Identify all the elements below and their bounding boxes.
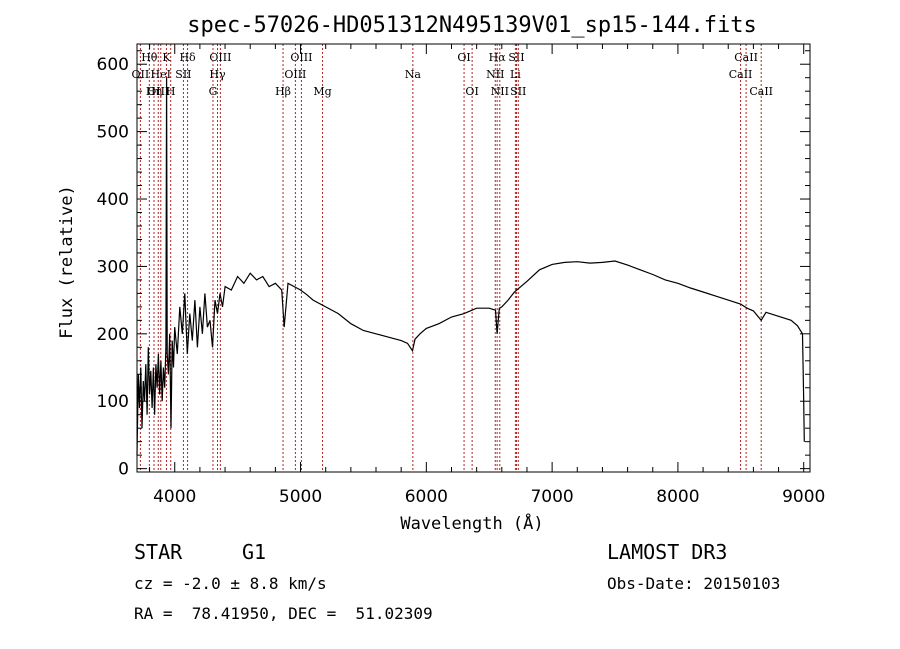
object-class: STAR xyxy=(134,540,183,564)
y-tick-label: 100 xyxy=(97,392,129,412)
spectral-line-label: SII xyxy=(510,85,526,98)
x-tick-label: 7000 xyxy=(530,487,573,507)
spectral-line-label: Hγ xyxy=(209,68,226,81)
spectral-line-label: OII xyxy=(132,68,150,81)
data-layer xyxy=(136,77,805,456)
x-tick-label: 8000 xyxy=(656,487,699,507)
y-tick-label: 300 xyxy=(97,257,129,277)
spectral-line-label: Li xyxy=(510,68,521,81)
y-tick-label: 400 xyxy=(97,190,129,210)
spectral-line-label: OI xyxy=(457,51,470,64)
spectral-line-label: G xyxy=(209,85,218,98)
y-tick-label: 200 xyxy=(97,325,129,345)
spectrum-line xyxy=(136,77,805,456)
x-tick-label: 9000 xyxy=(782,487,825,507)
spectral-line-label: OIII xyxy=(209,51,231,64)
spectral-line-label: OIII xyxy=(290,51,312,64)
spectral-line-label: H xyxy=(166,85,176,98)
x-tick-label: 4000 xyxy=(153,487,196,507)
object-subclass: G1 xyxy=(242,540,267,564)
spectral-line-label: OIII xyxy=(147,85,169,98)
x-tick-label: 6000 xyxy=(405,487,448,507)
spectral-line-label: SII xyxy=(175,68,191,81)
spectral-line-label: HeI xyxy=(151,68,171,81)
spectral-line-label: SII xyxy=(508,51,524,64)
spectral-line-label: Na xyxy=(405,68,422,81)
axis-ticks: 4000 5000 6000 7000 8000 9000 0 100 200 300 400 500… xyxy=(97,44,825,507)
spectral-line-label: CaII xyxy=(749,85,773,98)
y-tick-label: 500 xyxy=(97,123,129,143)
redshift-velocity: cz = -2.0 ± 8.8 km/s xyxy=(134,574,327,593)
y-axis-label: Flux (relative) xyxy=(57,185,77,339)
spectral-line-label: CaII xyxy=(734,51,758,64)
spectral-line-label: OI xyxy=(465,85,478,98)
spectral-line-label: NII xyxy=(486,68,504,81)
chart-title: spec-57026-HD051312N495139V01_sp15-144.f… xyxy=(187,13,757,38)
y-tick-label: 0 xyxy=(118,460,129,480)
survey-name: LAMOST DR3 xyxy=(607,540,728,564)
spectral-line-label: CaII xyxy=(729,68,753,81)
spectral-line-label: Hδ xyxy=(179,51,196,64)
observation-date: Obs-Date: 20150103 xyxy=(607,574,781,593)
spectral-line-label: Hβ xyxy=(275,85,291,98)
plot-frame xyxy=(136,43,811,473)
x-tick-label: 5000 xyxy=(279,487,322,507)
spectral-line-label: Hα xyxy=(489,51,507,64)
coordinates: RA = 78.41950, DEC = 51.02309 xyxy=(134,604,433,623)
spectral-line-label: Mg xyxy=(313,85,331,98)
spectral-line-label: NII xyxy=(491,85,509,98)
spectral-line-label: Hη xyxy=(146,85,162,98)
spectral-line-label: Hθ xyxy=(141,51,158,64)
spectral-line-label: K xyxy=(162,51,171,64)
y-tick-label: 600 xyxy=(97,55,129,75)
spectral-line-label: OIII xyxy=(284,68,306,81)
x-axis-label: Wavelength (Å) xyxy=(400,512,543,534)
